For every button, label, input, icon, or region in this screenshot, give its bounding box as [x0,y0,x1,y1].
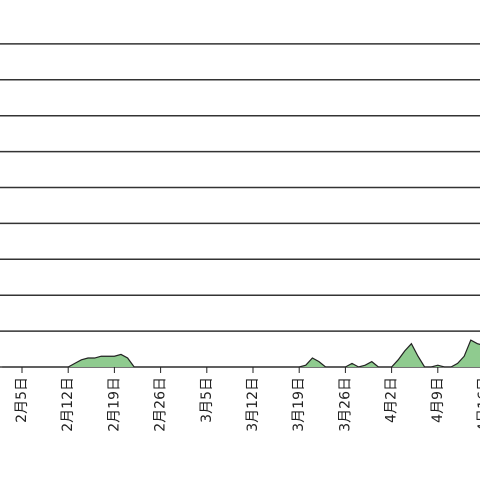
x-tick-label: 3月19日 [291,377,307,432]
x-tick-label: 3月5日 [199,377,215,423]
x-tick-label: 4月16日 [476,377,480,432]
area-line [2,339,480,368]
x-tick-label: 3月26日 [337,377,353,432]
x-tick-label: 2月26日 [153,377,169,432]
x-tick-label: 2月5日 [14,377,30,423]
x-tick-label: 4月9日 [430,377,446,423]
x-tick-label: 2月19日 [106,377,122,432]
x-tick-label: 2月12日 [60,377,76,432]
x-tick-label: 4月2日 [384,377,400,423]
area [2,340,480,367]
x-tick-label: 3月12日 [245,377,261,432]
